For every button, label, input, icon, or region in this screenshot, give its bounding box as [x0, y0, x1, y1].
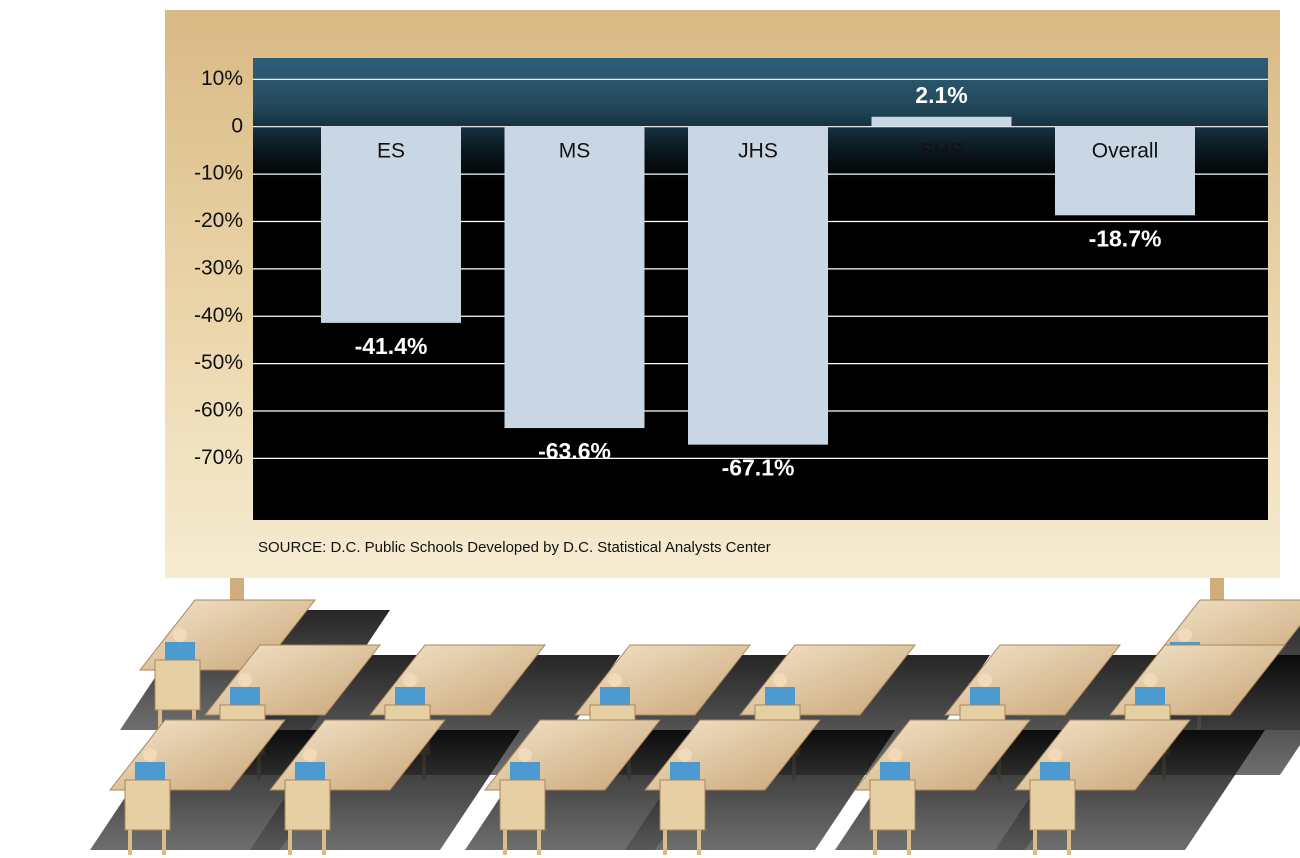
chair-leg [1067, 830, 1071, 855]
chair-leg [907, 830, 911, 855]
chair [284, 779, 331, 831]
y-tick-label: -10% [194, 162, 243, 185]
value-label: -41.4% [355, 333, 428, 359]
x-tick-label: Overall [1092, 139, 1159, 162]
student-head [773, 673, 787, 687]
chair-leg [158, 710, 162, 735]
chair-leg [162, 830, 166, 855]
chair [1029, 779, 1076, 831]
student-head [978, 673, 992, 687]
bar [1055, 126, 1195, 216]
chair-leg [873, 830, 877, 855]
chair-leg [537, 830, 541, 855]
student-head [173, 628, 187, 642]
chair [869, 779, 916, 831]
y-tick-label: -40% [194, 304, 243, 327]
bar [321, 126, 461, 323]
student-head [143, 748, 157, 762]
student-head [303, 748, 317, 762]
student-head [238, 673, 252, 687]
x-tick-label: JHS [738, 139, 778, 162]
chair-leg [288, 830, 292, 855]
student-head [608, 673, 622, 687]
chair [154, 659, 201, 711]
value-label: -18.7% [1089, 225, 1162, 251]
x-tick-label: MS [559, 139, 591, 162]
y-tick-label: 0 [231, 114, 243, 137]
chair [124, 779, 171, 831]
student-head [678, 748, 692, 762]
chair-leg [128, 830, 132, 855]
student-head [888, 748, 902, 762]
chair-leg [697, 830, 701, 855]
chair [659, 779, 706, 831]
y-tick-label: -50% [194, 351, 243, 374]
student-head [1143, 673, 1157, 687]
value-label: 2.1% [915, 82, 967, 108]
chair-leg [322, 830, 326, 855]
bar [504, 126, 645, 429]
y-tick-label: -30% [194, 256, 243, 279]
chair-leg [1033, 830, 1037, 855]
bar [688, 126, 828, 445]
y-tick-label: -60% [194, 399, 243, 422]
bar [871, 116, 1012, 127]
y-tick-label: -70% [194, 446, 243, 469]
chair-leg [503, 830, 507, 855]
student-head [403, 673, 417, 687]
x-tick-label: SHS [920, 139, 963, 162]
student-head [1178, 628, 1192, 642]
chair-leg [663, 830, 667, 855]
value-label: -63.6% [538, 438, 611, 464]
chair [499, 779, 546, 831]
x-tick-label: ES [377, 139, 405, 162]
y-tick-label: 10% [201, 67, 243, 90]
y-tick-label: -20% [194, 209, 243, 232]
value-label: -67.1% [722, 455, 795, 481]
student-head [518, 748, 532, 762]
student-head [1048, 748, 1062, 762]
source: SOURCE: D.C. Public Schools Developed by… [258, 539, 771, 556]
